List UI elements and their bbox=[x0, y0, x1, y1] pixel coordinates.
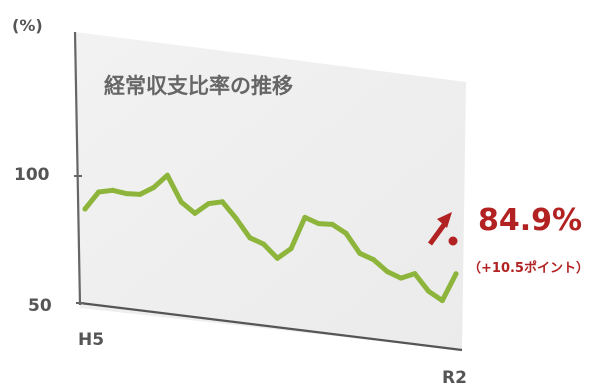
series-layer bbox=[82, 172, 459, 304]
current-value-marker bbox=[448, 236, 458, 246]
data-point bbox=[82, 206, 88, 212]
x-axis bbox=[79, 301, 463, 352]
series-line bbox=[82, 172, 459, 304]
data-point bbox=[426, 288, 431, 294]
data-point bbox=[357, 250, 363, 256]
data-point bbox=[274, 255, 280, 261]
trend-arrow-shaft bbox=[427, 220, 449, 246]
data-point bbox=[96, 189, 102, 195]
y-tick-label: 100 bbox=[14, 165, 50, 185]
trend-arrow-icon bbox=[437, 212, 452, 228]
data-point bbox=[329, 221, 335, 227]
data-point bbox=[110, 187, 115, 193]
x-start-label: H5 bbox=[78, 330, 104, 350]
data-point bbox=[288, 246, 294, 252]
data-point bbox=[192, 210, 198, 216]
data-point bbox=[123, 191, 129, 197]
data-point bbox=[412, 271, 418, 277]
data-point bbox=[178, 199, 184, 205]
data-point bbox=[453, 271, 459, 277]
data-point bbox=[206, 201, 212, 207]
data-point bbox=[302, 214, 308, 220]
x-end-label: R2 bbox=[442, 368, 467, 385]
current-value-label: 84.9% bbox=[478, 203, 582, 238]
data-point bbox=[371, 257, 377, 263]
y-axis bbox=[73, 31, 82, 306]
data-point bbox=[261, 241, 267, 247]
plot-panel bbox=[75, 32, 466, 350]
data-point bbox=[233, 215, 239, 221]
data-point bbox=[219, 199, 225, 205]
change-label: （+10.5ポイント） bbox=[468, 260, 589, 276]
y-tick-label: 50 bbox=[28, 296, 52, 316]
data-point bbox=[164, 172, 170, 178]
data-point bbox=[151, 185, 157, 190]
data-point bbox=[439, 298, 445, 304]
data-point bbox=[398, 275, 404, 281]
data-point bbox=[343, 230, 349, 236]
y-axis-label: (%) bbox=[12, 16, 43, 35]
chart-title: 経常収支比率の推移 bbox=[104, 74, 293, 98]
data-point bbox=[137, 191, 143, 197]
data-point bbox=[247, 235, 253, 241]
data-point bbox=[316, 221, 322, 227]
data-point bbox=[384, 269, 390, 275]
